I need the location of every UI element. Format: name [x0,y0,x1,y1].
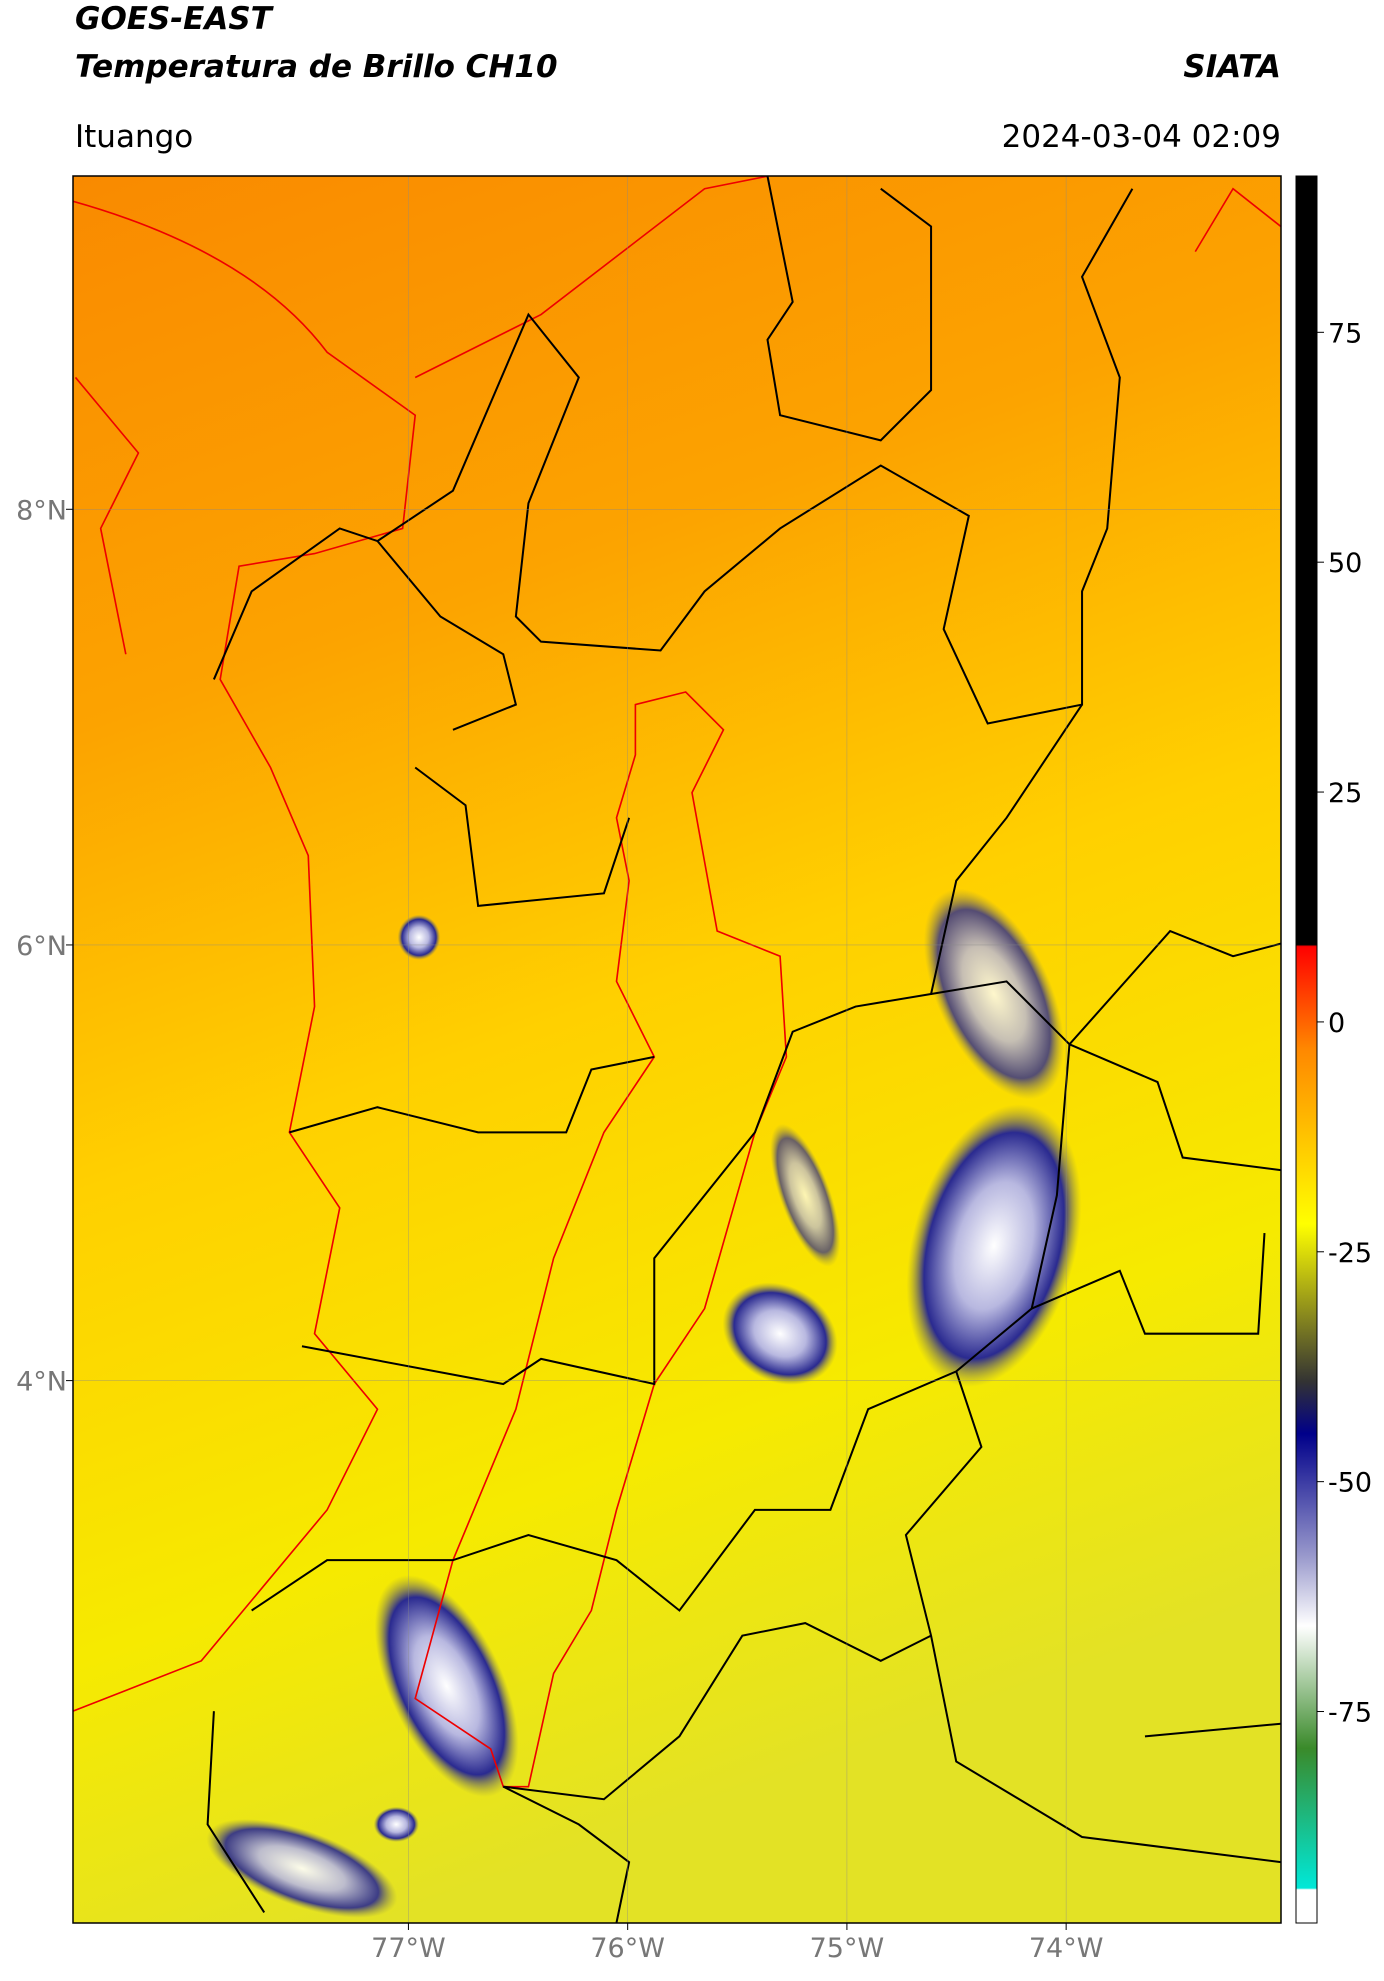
y-tick-label: 6°N [16,931,67,962]
colorbar-tick-label: -75 [1328,1698,1372,1729]
x-tick-label: 77°W [371,1933,446,1964]
colorbar-tick-label: 25 [1328,778,1362,809]
x-tick-label: 75°W [810,1933,885,1964]
map-frame [72,175,1282,1924]
source: SIATA [1183,49,1281,85]
title: GOES-EAST [75,1,275,37]
map-area [73,176,1281,1923]
colorbar-tick-label: -25 [1328,1238,1372,1269]
y-tick-label: 4°N [16,1367,67,1398]
graticule [73,176,1281,1923]
colorbar-ticks: 75 50 25 0 -25 -50 -75 [1317,318,1372,1729]
subtitle: Temperatura de Brillo CH10 [75,49,558,85]
temperature-field [73,176,1281,1923]
colorbar-tick-label: 0 [1328,1008,1345,1039]
axes: 77°W 76°W 75°W 74°W 8°N 6°N 4°N [16,495,1103,1964]
x-tick-label: 74°W [1029,1933,1104,1964]
x-tick-label: 76°W [590,1933,665,1964]
y-tick-label: 8°N [16,495,67,526]
datetime: 2024-03-04 02:09 [1002,119,1281,155]
colorbar-tick-label: 75 [1328,318,1362,349]
colorbar-tick-label: -50 [1328,1468,1372,1499]
cloud-tops [73,176,1281,1923]
colorbar [1295,175,1318,1924]
location: Ituango [75,119,193,155]
colorbar-tick-label: 50 [1328,548,1362,579]
